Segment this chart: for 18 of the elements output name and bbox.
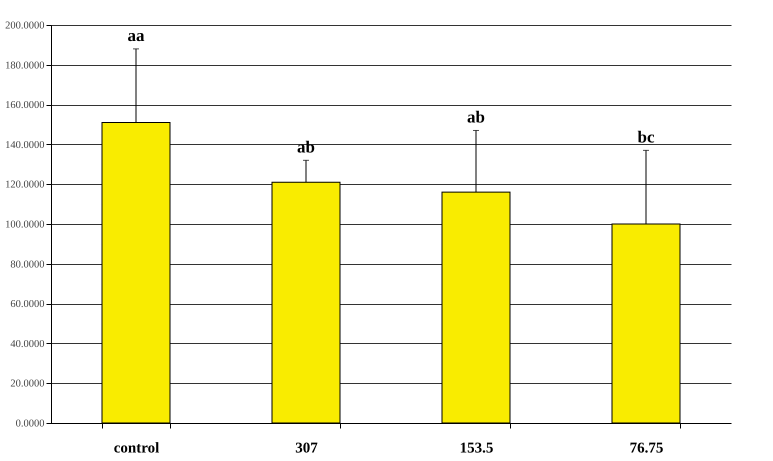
annotation: aa [128, 26, 145, 45]
y-tick-label: 120.0000 [5, 180, 44, 191]
y-tick-label: 100.0000 [5, 220, 44, 230]
x-tick-label: 76.75 [630, 440, 664, 456]
y-tick-label: 20.0000 [10, 378, 44, 390]
x-tick-label: 307 [295, 440, 318, 456]
annotation: ab [467, 107, 485, 126]
x-tick-label: 153.5 [460, 440, 494, 456]
y-tick-label: 40.0000 [10, 338, 44, 350]
y-tick-label: 160.0000 [5, 100, 44, 112]
y-tick-label: 0.0000 [16, 418, 44, 430]
x-tick-label: control [114, 440, 160, 456]
y-tick-label: 200.0000 [5, 20, 44, 32]
annotation: bc [638, 127, 655, 146]
y-tick-label: 140.0000 [5, 140, 44, 151]
y-tick-label: 80.0000 [10, 259, 44, 270]
y-tick-label: 60.0000 [10, 299, 44, 310]
y-tick-label: 180.0000 [5, 60, 44, 72]
